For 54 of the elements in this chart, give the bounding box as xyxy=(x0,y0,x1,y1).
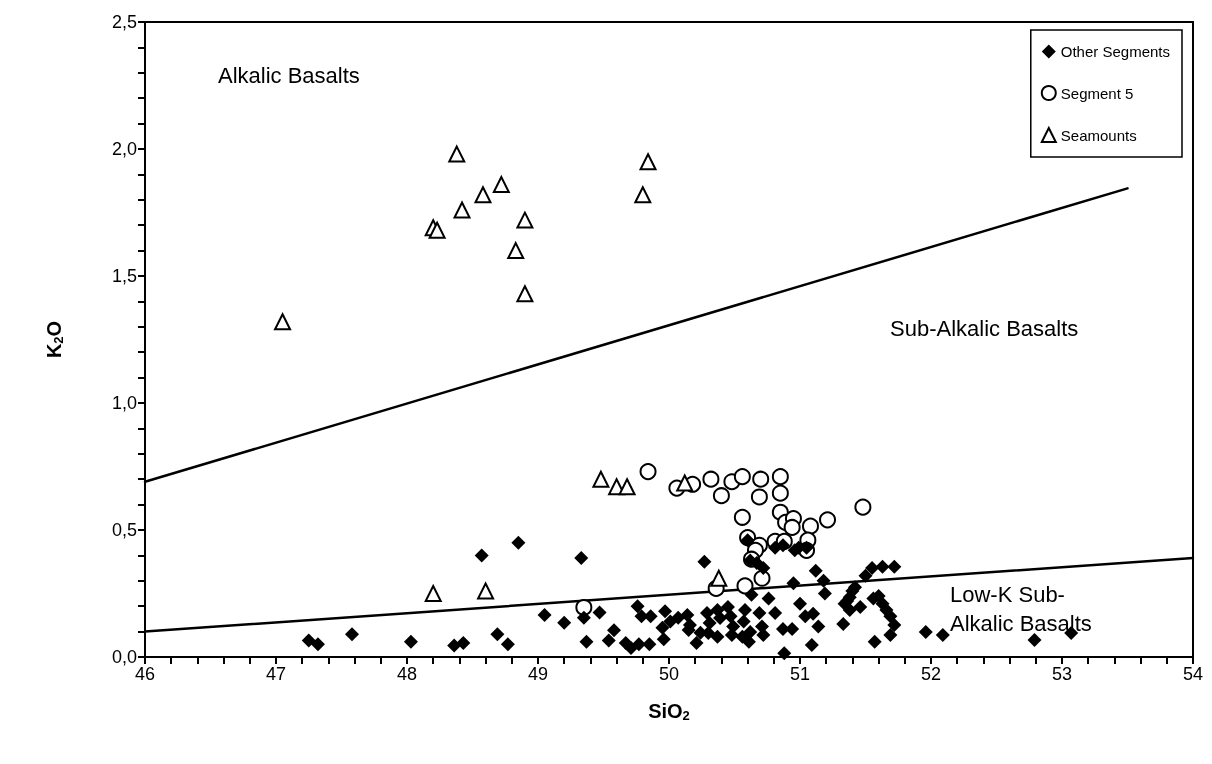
point xyxy=(634,186,652,204)
point xyxy=(752,470,770,488)
point xyxy=(750,488,768,506)
legend-label: Seamounts xyxy=(1060,126,1137,144)
point xyxy=(492,176,510,194)
legend-label: Other Segments xyxy=(1060,43,1170,60)
point xyxy=(702,470,720,488)
y-tick-label: 1,5 xyxy=(111,266,137,286)
point xyxy=(453,201,471,219)
x-tick-label: 47 xyxy=(265,664,287,684)
point xyxy=(733,508,751,526)
point xyxy=(516,211,534,229)
point xyxy=(712,487,730,505)
annotation: Sub-Alkalic Basalts xyxy=(890,316,1079,341)
point xyxy=(575,598,593,616)
x-tick-label: 54 xyxy=(1182,664,1204,684)
x-tick-label: 48 xyxy=(396,664,418,684)
x-tick-label: 52 xyxy=(920,664,942,684)
point xyxy=(710,569,728,587)
point xyxy=(819,511,837,529)
point xyxy=(639,463,657,481)
x-tick-label: 50 xyxy=(658,664,680,684)
point xyxy=(676,474,694,492)
point xyxy=(736,577,754,595)
annotation: Low-K Sub- Alkalic Basalts xyxy=(950,582,1092,636)
point xyxy=(428,221,446,239)
x-tick-label: 46 xyxy=(134,664,156,684)
point xyxy=(854,498,872,516)
legend-label: Segment 5 xyxy=(1060,84,1134,102)
point xyxy=(783,518,801,536)
y-tick-label: 2,0 xyxy=(111,139,137,159)
point xyxy=(448,145,466,163)
x-tick-label: 49 xyxy=(527,664,549,684)
point xyxy=(771,484,789,502)
point xyxy=(507,242,525,260)
point xyxy=(771,468,789,486)
y-tick-label: 0,5 xyxy=(111,520,137,540)
point xyxy=(592,470,610,488)
y-axis-title: K2O xyxy=(42,320,66,359)
point xyxy=(733,468,751,486)
point xyxy=(516,285,534,303)
point xyxy=(639,153,657,171)
point xyxy=(424,585,442,602)
x-tick-label: 51 xyxy=(789,664,811,684)
x-tick-label: 53 xyxy=(1051,664,1073,684)
y-tick-label: 0,0 xyxy=(111,647,137,667)
point xyxy=(274,313,292,331)
y-tick-label: 2,5 xyxy=(111,12,137,32)
annotation: Alkalic Basalts xyxy=(218,63,360,88)
point xyxy=(474,186,492,204)
y-tick-label: 1,0 xyxy=(111,393,137,413)
point xyxy=(477,582,495,600)
point xyxy=(802,517,819,535)
point xyxy=(618,478,636,496)
